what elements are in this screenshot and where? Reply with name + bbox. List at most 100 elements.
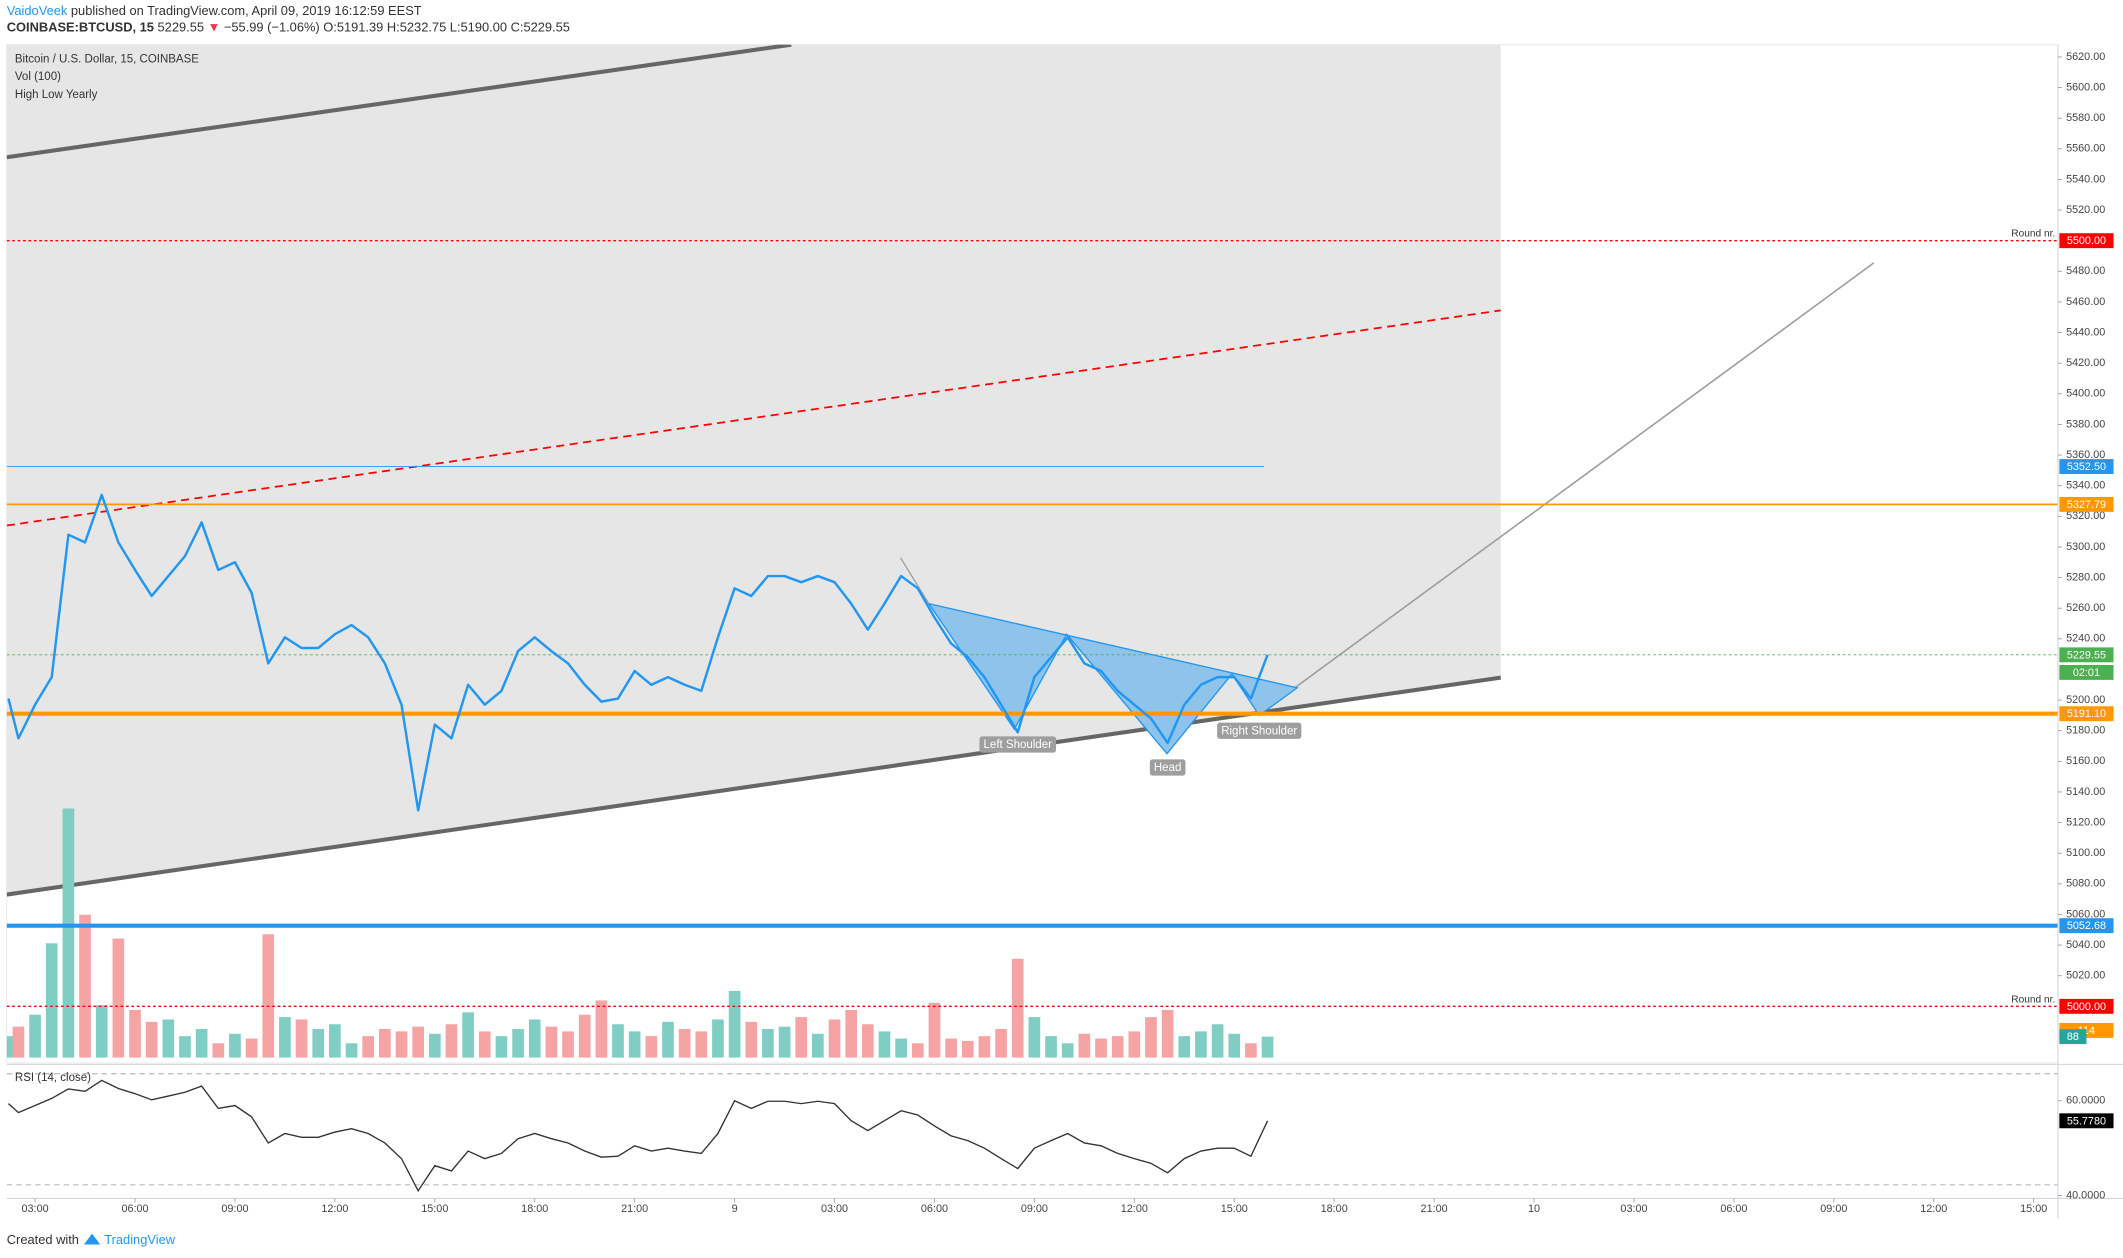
y-tick-label: 5620.00 [2066, 51, 2105, 63]
rsi-tick-label: 40.0000 [2066, 1189, 2105, 1201]
x-tick-label: 18:00 [521, 1203, 548, 1215]
volume-bar [379, 1029, 391, 1058]
y-tick-label: 5600.00 [2066, 81, 2105, 93]
change: −55.99 (−1.06%) [224, 20, 320, 35]
y-tick-label: 5380.00 [2066, 418, 2105, 430]
y-tick-label: 5480.00 [2066, 265, 2105, 277]
volume-bar [495, 1036, 508, 1058]
pattern-label: Head [1154, 762, 1181, 774]
volume-bar [795, 1017, 808, 1058]
drawing-line [6, 44, 792, 160]
y-tick-label: 5060.00 [2066, 908, 2105, 920]
volume-bar [845, 1009, 858, 1058]
published: published on TradingView.com, April 09, … [71, 4, 422, 19]
drawing-area [6, 44, 1501, 895]
volume-bar [828, 1019, 841, 1058]
volume-bar [1078, 1033, 1091, 1058]
volume-bar [1178, 1036, 1191, 1058]
x-tick-label: 06:00 [921, 1203, 948, 1215]
rsi-title: RSI (14, close) [15, 1072, 91, 1084]
pattern-label-bg [979, 736, 1057, 753]
volume-bar [612, 1024, 624, 1058]
x-tick-label: 21:00 [1421, 1203, 1448, 1215]
rsi-tick-label: 60.0000 [2066, 1095, 2105, 1107]
volume-bar [362, 1036, 375, 1058]
volume-bar [462, 1012, 474, 1058]
level-label-bg [2059, 918, 2114, 934]
volume-bar [162, 1019, 175, 1058]
y-tick-label: 5340.00 [2066, 480, 2105, 492]
rsi-pane [6, 1073, 2059, 1193]
x-tick-label: 03:00 [821, 1203, 848, 1215]
volume-last-label: 88 [2067, 1031, 2079, 1043]
volume-bar [179, 1036, 191, 1058]
volume-last-bg [2059, 1029, 2087, 1045]
x-tick-label: 21:00 [621, 1203, 648, 1215]
x-tick-label: 06:00 [1720, 1203, 1747, 1215]
price-line [7, 493, 1269, 812]
volume-bar [928, 1002, 941, 1058]
legend-item: Vol (100) [15, 71, 61, 83]
y-tick-label: 5440.00 [2066, 326, 2105, 338]
x-tick-label: 12:00 [1121, 1203, 1148, 1215]
y-tick-label: 5260.00 [2066, 602, 2105, 614]
y-tick-label: 5420.00 [2066, 357, 2105, 369]
y-tick-label: 5540.00 [2066, 173, 2105, 185]
volume-bar [1111, 1036, 1124, 1058]
level-label: 5500.00 [2067, 235, 2106, 247]
volume-bar [1128, 1031, 1141, 1058]
y-tick-label: 5580.00 [2066, 112, 2105, 124]
volume-bar [512, 1029, 524, 1058]
x-tick-label: 10 [1528, 1203, 1540, 1215]
level-label-bg [2059, 647, 2114, 663]
volume-bar [628, 1031, 641, 1058]
tv-logo [83, 1233, 101, 1245]
x-tick-label: 09:00 [1021, 1203, 1048, 1215]
footer-brand[interactable]: TradingView [104, 1232, 175, 1247]
volume-bar [62, 808, 75, 1058]
y-tick-label: 5160.00 [2066, 755, 2105, 767]
volume-bar [1228, 1033, 1241, 1058]
y-tick-label: 5180.00 [2066, 725, 2105, 737]
y-tick-label: 5560.00 [2066, 143, 2105, 155]
volume-bar [12, 1026, 25, 1058]
pattern-label: Left Shoulder [984, 739, 1053, 751]
level-label-bg [2059, 706, 2114, 722]
volume-bar [961, 1040, 974, 1058]
rsi-line [7, 1079, 1269, 1193]
down-arrow: ▼ [208, 20, 221, 35]
footer-text: Created with [7, 1232, 79, 1247]
volume-bar [595, 1000, 608, 1058]
level-label-bg [2059, 233, 2114, 249]
drawing-line [899, 557, 930, 604]
volume-bar [712, 1019, 724, 1058]
volume-bar [428, 1033, 441, 1058]
y-tick-label: 5280.00 [2066, 571, 2105, 583]
x-tick-label: 18:00 [1321, 1203, 1348, 1215]
author[interactable]: VaidoVeek [7, 4, 68, 19]
legend-title: Bitcoin / U.S. Dollar, 15, COINBASE [15, 54, 199, 66]
y-tick-label: 5400.00 [2066, 388, 2105, 400]
y-tick-label: 5240.00 [2066, 633, 2105, 645]
y-tick-label: 5300.00 [2066, 541, 2105, 553]
volume-bar [29, 1014, 41, 1058]
header-line: VaidoVeek published on TradingView.com, … [7, 4, 422, 19]
volume-bar [1045, 1036, 1057, 1058]
y-tick-label: 5140.00 [2066, 786, 2105, 798]
volume-bar [395, 1031, 408, 1058]
volume-bar [545, 1026, 558, 1058]
pattern-label-bg [1149, 759, 1186, 776]
y-tick-label: 5040.00 [2066, 939, 2105, 951]
level-label-bg [2059, 998, 2114, 1014]
volume-bar [478, 1031, 491, 1058]
legend-item: High Low Yearly [15, 89, 98, 101]
volume-bar [695, 1031, 708, 1058]
volume-bar [1028, 1017, 1041, 1058]
y-tick-label: 5200.00 [2066, 694, 2105, 706]
volume-bar [329, 1024, 341, 1058]
y-tick-label: 5080.00 [2066, 878, 2105, 890]
volume-bar [578, 1014, 591, 1058]
pattern-label-bg [1217, 722, 1302, 739]
volume-bar [145, 1021, 158, 1058]
x-tick-label: 03:00 [1620, 1203, 1647, 1215]
